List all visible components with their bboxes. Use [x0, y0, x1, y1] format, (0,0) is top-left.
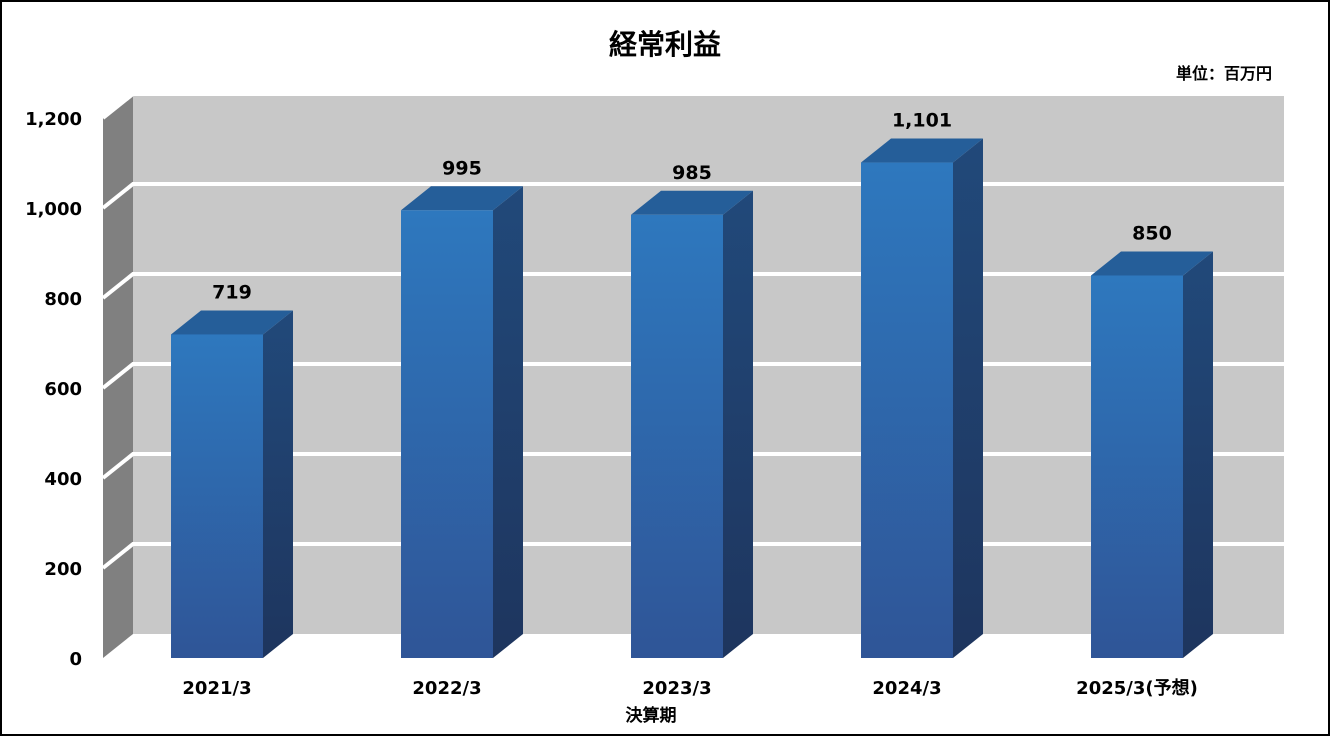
bar — [861, 138, 983, 659]
x-category-label: 2024/3 — [872, 678, 941, 699]
bar-front-face — [401, 210, 493, 658]
data-label: 995 — [442, 157, 482, 179]
data-label: 719 — [212, 281, 252, 303]
bar-front-face — [1091, 275, 1183, 658]
y-tick-label: 200 — [44, 559, 82, 580]
data-label: 1,101 — [892, 110, 952, 132]
bar — [631, 190, 753, 658]
bar-top-face — [631, 190, 753, 215]
bars: 719 995 985 1,101 850 — [171, 110, 1213, 659]
y-tick-label: 600 — [44, 379, 82, 400]
bar-side-face — [493, 186, 523, 658]
y-axis-ticks: 0 200 400 600 800 1,000 1,200 — [25, 109, 82, 670]
bar — [171, 310, 293, 658]
bar-front-face — [631, 214, 723, 658]
chart-title: 経常利益 — [609, 28, 721, 61]
x-category-label: 2022/3 — [412, 678, 481, 699]
x-category-label: 2023/3 — [642, 678, 711, 699]
bar — [1091, 251, 1213, 658]
bar-top-face — [401, 186, 523, 211]
bar-top-face — [861, 138, 983, 163]
y-tick-label: 400 — [44, 469, 82, 490]
y-tick-label: 1,200 — [25, 109, 82, 130]
y-tick-label: 1,000 — [25, 199, 82, 220]
x-category-label: 2025/3(予想) — [1076, 677, 1198, 699]
y-tick-label: 800 — [44, 289, 82, 310]
bar-side-face — [953, 138, 983, 659]
gridline — [101, 92, 1284, 120]
data-label: 985 — [672, 162, 712, 184]
bar-front-face — [171, 334, 263, 658]
x-axis-categories: 2021/3 2022/3 2023/3 2024/3 2025/3(予想) — [182, 677, 1197, 699]
unit-label: 単位：百万円 — [1176, 64, 1272, 83]
x-axis-title: 決算期 — [626, 705, 677, 726]
data-label: 850 — [1132, 223, 1172, 245]
bar-top-face — [171, 310, 293, 335]
bar-front-face — [861, 162, 953, 659]
y-tick-label: 0 — [69, 649, 82, 670]
bar — [401, 186, 523, 658]
bar-side-face — [263, 310, 293, 658]
bar-side-face — [1183, 251, 1213, 658]
x-category-label: 2021/3 — [182, 678, 251, 699]
bar-side-face — [723, 190, 753, 658]
bar-top-face — [1091, 251, 1213, 276]
